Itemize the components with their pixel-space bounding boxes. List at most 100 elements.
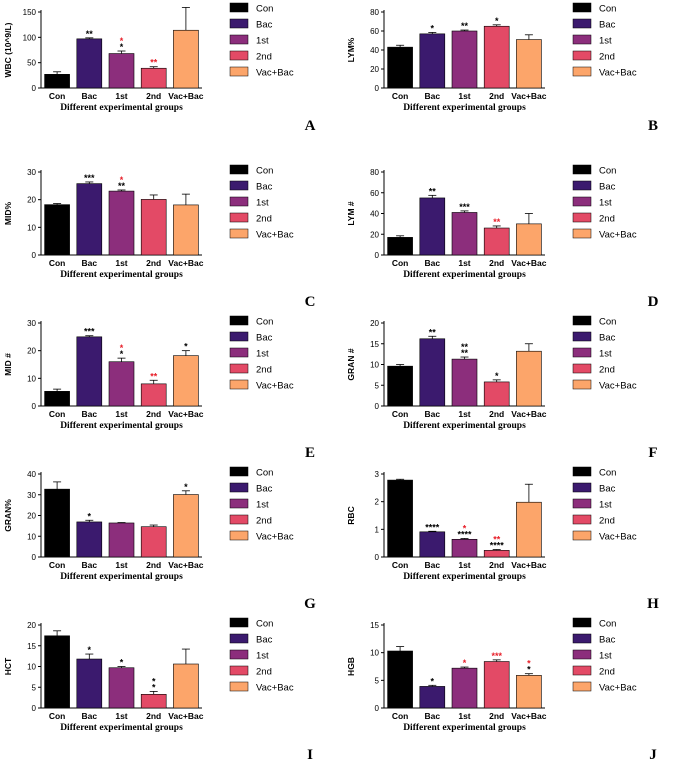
bar-con [387, 650, 413, 709]
panel-b: 0 20 40 60 80 LYM% Con * Bac ** 1st * 2nd Vac+Bac Diff… [346, 2, 658, 134]
panel-g: 0 10 20 30 40 GRAN% Con * Bac 1st 2nd * Vac+Bac Diffe… [3, 466, 316, 612]
significance-mark: **** [490, 541, 505, 551]
legend-label: Con [599, 468, 616, 479]
y-tick-label: 0 [32, 251, 37, 260]
category-label: 1st [115, 409, 127, 419]
y-axis-label: MID # [3, 353, 13, 376]
category-label: Con [392, 91, 409, 101]
bar-bac [76, 38, 103, 89]
significance-mark: ** [429, 186, 437, 196]
significance-mark: * [184, 342, 188, 352]
legend-label: 2nd [256, 516, 272, 527]
y-tick-label: 40 [370, 210, 379, 219]
legend-label: 2nd [599, 214, 615, 225]
legend-label: 2nd [256, 52, 272, 63]
significance-mark: ** [150, 371, 158, 381]
significance-mark: ** [493, 217, 501, 227]
legend-label: Bac [599, 333, 616, 344]
significance-mark: * [120, 42, 124, 52]
category-label: Bac [82, 258, 98, 268]
legend-label: Vac+Bac [256, 532, 294, 543]
bar-bac [76, 521, 103, 558]
y-tick-label: 0 [32, 553, 37, 562]
y-tick-label: 0 [32, 84, 37, 93]
significance-mark: * [184, 482, 188, 492]
category-label: 1st [458, 409, 470, 419]
y-tick-label: 20 [27, 512, 36, 521]
x-axis-label: Different experimental groups [60, 572, 183, 582]
panel-letter: A [305, 118, 316, 134]
category-label: Con [392, 258, 409, 268]
category-label: Bac [82, 91, 98, 101]
legend-swatch [572, 34, 592, 45]
y-tick-label: 20 [370, 319, 379, 328]
legend-swatch [229, 498, 249, 509]
legend-label: Bac [256, 635, 273, 646]
significance-mark: * [120, 343, 124, 353]
legend-swatch [229, 34, 249, 45]
category-label: Vac+Bac [168, 711, 203, 721]
category-label: Bac [425, 91, 441, 101]
bar-vacbac [516, 675, 542, 709]
y-tick-label: 0 [375, 84, 380, 93]
y-tick-label: 0 [375, 251, 380, 260]
category-label: Bac [82, 409, 98, 419]
legend-swatch [572, 18, 592, 29]
legend-swatch [572, 50, 592, 61]
y-tick-label: 5 [375, 676, 380, 685]
bar-2nd [483, 550, 510, 558]
x-axis-label: Different experimental groups [403, 723, 526, 733]
bar-1st [108, 190, 135, 256]
legend-swatch [572, 466, 592, 477]
y-axis-label: LYM% [346, 37, 356, 62]
legend-swatch [572, 2, 592, 13]
category-label: Con [49, 409, 66, 419]
x-axis-label: Different experimental groups [60, 103, 183, 113]
legend-label: Bac [599, 182, 616, 193]
significance-mark: *** [459, 202, 470, 212]
category-label: 1st [115, 91, 127, 101]
y-tick-label: 10 [27, 532, 36, 541]
significance-mark: **** [425, 522, 440, 532]
category-label: 1st [115, 560, 127, 570]
y-tick-label: 3 [375, 470, 380, 479]
legend-label: 1st [256, 500, 269, 511]
legend-swatch [572, 347, 592, 358]
legend-swatch [229, 196, 249, 207]
bar-con [44, 391, 70, 407]
y-tick-label: 10 [27, 374, 36, 383]
bar-vacbac [173, 204, 199, 256]
y-tick-label: 10 [370, 649, 379, 658]
significance-mark: **** [457, 529, 472, 539]
significance-mark: * [431, 23, 435, 33]
legend-swatch [229, 66, 249, 77]
legend-label: Bac [256, 333, 273, 344]
category-label: Bac [82, 560, 98, 570]
category-label: 1st [458, 91, 470, 101]
legend-swatch [572, 66, 592, 77]
legend-swatch [229, 50, 249, 61]
significance-mark: *** [84, 173, 95, 183]
panel-letter: B [648, 118, 658, 134]
legend-swatch [229, 617, 249, 628]
category-label: Con [49, 560, 66, 570]
legend-label: Bac [256, 484, 273, 495]
category-label: 2nd [489, 711, 504, 721]
legend-swatch [229, 331, 249, 342]
legend-swatch [229, 212, 249, 223]
significance-mark: * [120, 36, 124, 46]
category-label: 2nd [489, 560, 504, 570]
y-tick-label: 40 [370, 46, 379, 55]
panel-d: 0 20 40 60 80 LYM # Con ** Bac *** 1st ** 2nd Vac+Bac… [346, 164, 659, 310]
legend-label: 1st [599, 500, 612, 511]
bar-bac [419, 531, 446, 558]
bar-vacbac [173, 494, 199, 558]
y-tick-label: 40 [27, 470, 36, 479]
legend-swatch [572, 498, 592, 509]
significance-mark: ** [461, 342, 469, 352]
category-label: 2nd [489, 258, 504, 268]
y-tick-label: 20 [27, 347, 36, 356]
bar-con [387, 46, 413, 89]
